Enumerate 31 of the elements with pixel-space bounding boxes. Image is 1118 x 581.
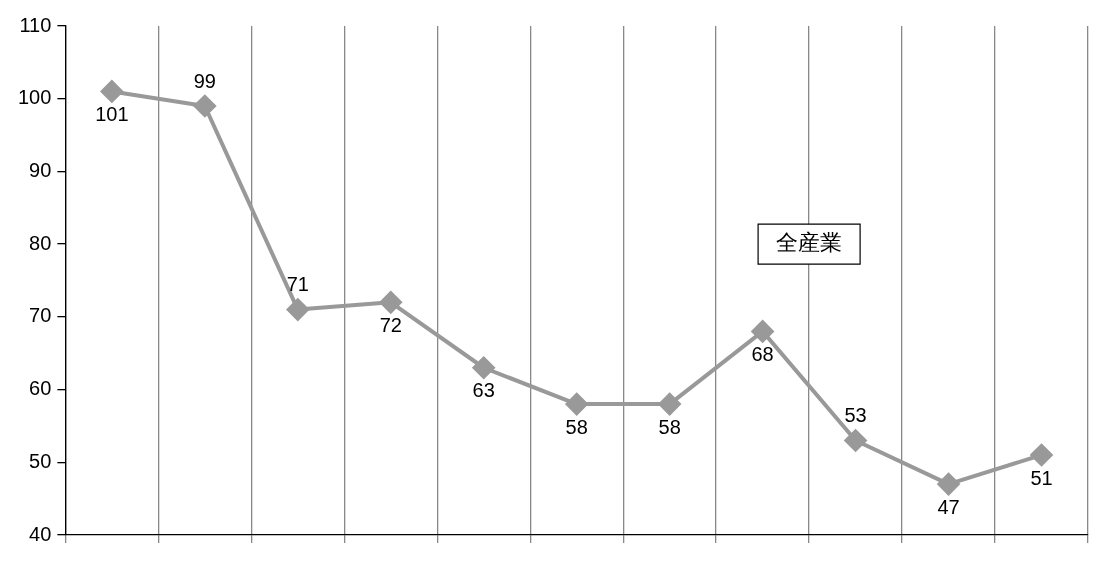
point	[844, 429, 867, 452]
y-tick-label: 80	[29, 231, 52, 254]
data-label: 53	[844, 403, 867, 426]
data-label: 58	[658, 415, 681, 438]
data-label: 72	[379, 313, 402, 336]
data-label: 51	[1030, 466, 1053, 489]
y-tick-label: 110	[19, 13, 52, 36]
y-tick-label: 60	[29, 377, 52, 400]
y-tick-label: 40	[29, 522, 52, 545]
data-label: 63	[472, 379, 495, 402]
y-tick-label: 100	[17, 86, 52, 109]
data-label: 58	[565, 415, 588, 438]
point	[751, 320, 774, 343]
data-label: 47	[937, 495, 960, 518]
point	[937, 473, 960, 496]
y-tick-label: 50	[29, 449, 52, 472]
point	[286, 298, 309, 321]
point	[658, 393, 681, 416]
data-label: 101	[95, 102, 129, 125]
point	[379, 291, 402, 314]
y-tick-label: 90	[29, 158, 52, 181]
text: 全産業	[776, 230, 843, 256]
point	[100, 80, 123, 103]
point	[565, 393, 588, 416]
data-label: 71	[286, 273, 309, 296]
point	[193, 94, 216, 117]
data-label: 99	[193, 69, 216, 92]
data-label: 68	[751, 342, 774, 365]
point	[472, 356, 495, 379]
y-tick-label: 70	[29, 304, 52, 327]
point	[1030, 444, 1053, 467]
